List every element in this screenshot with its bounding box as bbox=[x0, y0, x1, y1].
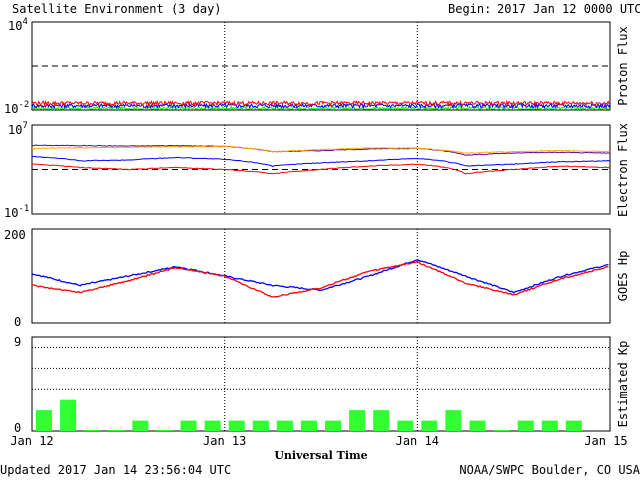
kp-panel-frame bbox=[31, 336, 611, 432]
goes-hp-ylabel: GOES Hp bbox=[616, 251, 630, 302]
xtick-jan13: Jan 13 bbox=[203, 434, 246, 448]
kp-bar bbox=[180, 420, 197, 431]
hp-ytick-top: 200 bbox=[4, 228, 26, 242]
figure-title: Satellite Environment (3 day) bbox=[12, 2, 222, 16]
kp-bar bbox=[517, 420, 534, 431]
kp-bar bbox=[228, 420, 245, 431]
goes-hp-series-layer bbox=[31, 259, 609, 298]
day-dividers bbox=[224, 22, 418, 431]
proton-series-blue bbox=[31, 102, 611, 110]
electron-ytick-top: 107 bbox=[8, 121, 28, 137]
xtick-jan15: Jan 15 bbox=[584, 434, 627, 448]
kp-bar bbox=[421, 420, 438, 431]
kp-bar bbox=[84, 430, 101, 431]
proton-ytick-bottom: 10-2 bbox=[4, 100, 29, 116]
xtick-jan14: Jan 14 bbox=[396, 434, 439, 448]
kp-bar bbox=[156, 430, 173, 431]
kp-bar bbox=[493, 430, 510, 431]
kp-bar bbox=[397, 420, 414, 431]
begin-value: 2017 Jan 12 0000 UTC bbox=[497, 2, 640, 16]
kp-bars-layer bbox=[36, 399, 582, 431]
electron-series-purple bbox=[31, 144, 611, 156]
kp-bar bbox=[325, 420, 342, 431]
kp-bar bbox=[445, 410, 462, 431]
x-axis-label: Universal Time bbox=[274, 449, 367, 462]
kp-bar bbox=[373, 410, 390, 431]
electron-series-red bbox=[31, 163, 611, 175]
hp-ytick-bottom: 0 bbox=[14, 315, 21, 329]
kp-bar bbox=[108, 430, 125, 431]
kp-bar bbox=[300, 420, 317, 431]
kp-bar bbox=[252, 420, 269, 431]
kp-ytick-bottom: 0 bbox=[14, 421, 21, 435]
electron-series-orange bbox=[31, 145, 611, 154]
kp-bar bbox=[132, 420, 149, 431]
begin-label: Begin: bbox=[448, 2, 491, 16]
kp-bar bbox=[469, 420, 486, 431]
kp-ylabel: Estimated Kp bbox=[616, 341, 630, 428]
proton-series-layer bbox=[31, 99, 611, 111]
updated-timestamp: Updated 2017 Jan 14 23:56:04 UTC bbox=[0, 463, 231, 477]
kp-bar bbox=[204, 420, 221, 431]
proton-ytick-top: 104 bbox=[8, 17, 28, 33]
kp-bar bbox=[565, 420, 582, 431]
kp-dotted-levels bbox=[32, 346, 610, 390]
kp-bar bbox=[541, 420, 558, 431]
proton-series-red bbox=[31, 99, 611, 108]
proton-series-green bbox=[31, 105, 610, 111]
goes-hp-series-blue bbox=[31, 259, 609, 294]
electron-series-layer bbox=[31, 144, 611, 175]
electron-ytick-bottom: 10-1 bbox=[4, 204, 29, 220]
xtick-jan12: Jan 12 bbox=[10, 434, 53, 448]
goes-hp-panel-frame bbox=[31, 228, 611, 324]
kp-bar bbox=[276, 420, 293, 431]
electron-series-blue bbox=[31, 155, 611, 168]
electron-ylabel: Electron Flux bbox=[616, 123, 630, 217]
credit-text: NOAA/SWPC Boulder, CO USA bbox=[459, 463, 640, 477]
kp-bar bbox=[36, 410, 53, 431]
kp-ytick-top: 9 bbox=[14, 335, 21, 349]
kp-bar bbox=[349, 410, 366, 431]
kp-bar bbox=[60, 399, 77, 431]
goes-hp-series-red bbox=[31, 260, 609, 298]
proton-ylabel: Proton Flux bbox=[616, 26, 630, 105]
